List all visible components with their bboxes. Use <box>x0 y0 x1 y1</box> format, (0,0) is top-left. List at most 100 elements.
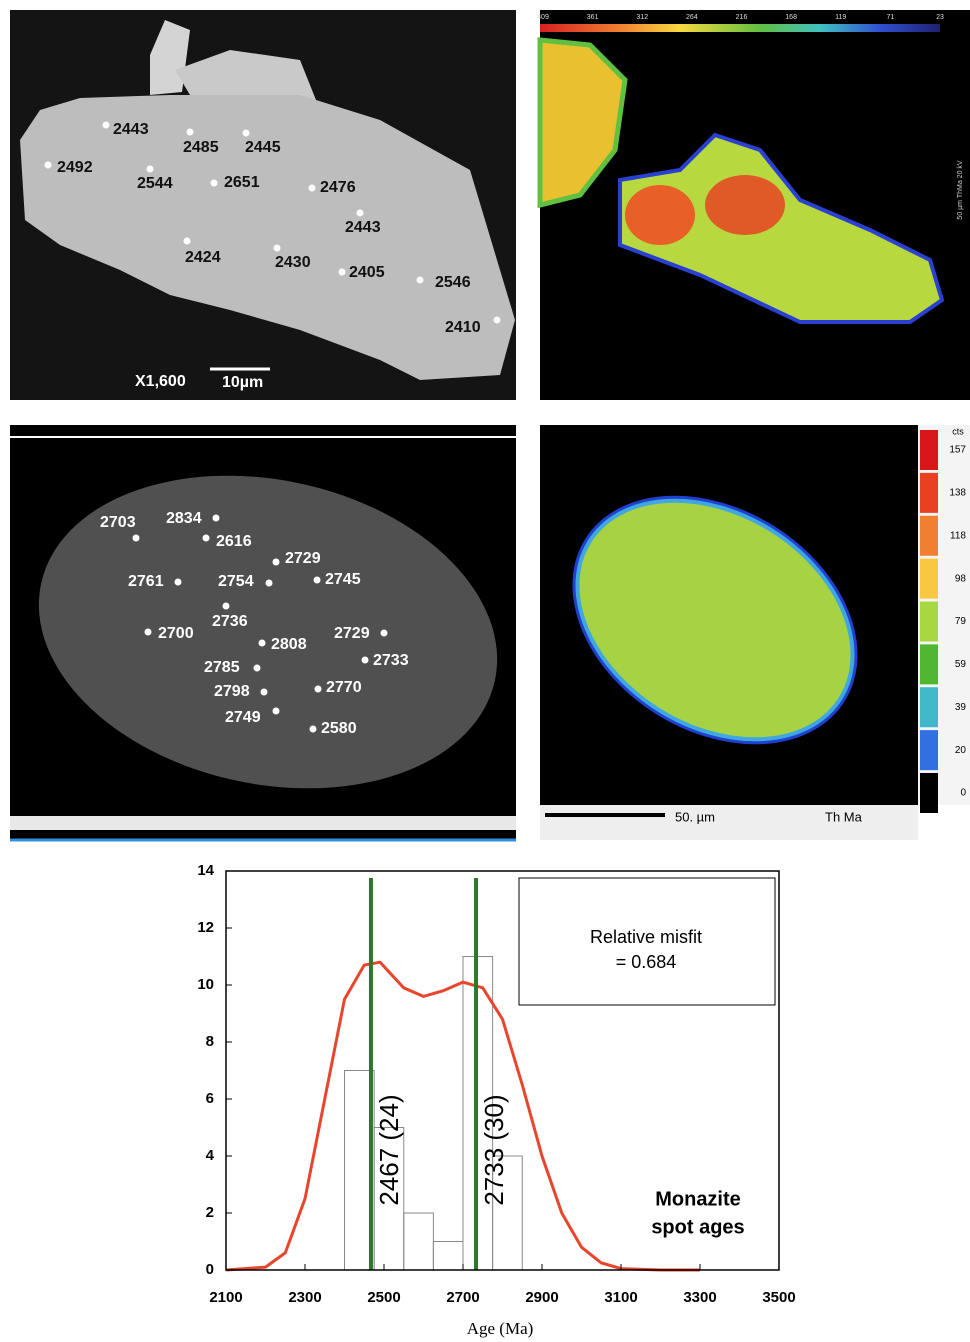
spot-age: 2729 <box>334 625 370 642</box>
spot <box>103 122 110 129</box>
spot-age: 2733 <box>373 652 409 669</box>
magnification: X1,600 <box>135 373 186 390</box>
colorbar <box>540 24 940 32</box>
spot-age: 2703 <box>100 514 136 531</box>
spot-age: 2729 <box>285 550 321 567</box>
colorbar-label: 118 <box>950 530 966 541</box>
peak-label: 2733 (30) <box>479 1094 509 1205</box>
x-tick-label: 2100 <box>209 1289 242 1306</box>
spot-age: 2443 <box>113 121 149 138</box>
colorbar-swatch <box>920 602 938 642</box>
spot <box>273 708 280 715</box>
y-tick-label: 6 <box>206 1090 214 1107</box>
spot <box>314 577 321 584</box>
spot-age: 2492 <box>57 159 93 176</box>
y-tick-label: 12 <box>197 919 214 936</box>
y-tick-label: 10 <box>197 976 214 993</box>
bar <box>404 1213 434 1270</box>
spot <box>211 180 218 187</box>
colorbar-label: 79 <box>955 616 967 627</box>
colorbar-swatch <box>920 473 938 513</box>
spot <box>243 130 250 137</box>
spot <box>45 162 52 169</box>
colorbar-label: 39 <box>955 702 967 713</box>
y-tick-label: 4 <box>206 1147 215 1164</box>
colorbar-swatch <box>920 773 938 813</box>
spot-age: 2405 <box>349 264 385 281</box>
spot <box>357 210 364 217</box>
note: Monazite <box>655 1188 741 1210</box>
spot-age: 2616 <box>216 533 252 550</box>
spot <box>187 129 194 136</box>
scale-label: 10µm <box>222 374 263 391</box>
x-tick-label: 3100 <box>604 1289 637 1306</box>
status-bar <box>10 816 516 830</box>
peak-label: 2467 (24) <box>374 1094 404 1205</box>
spot-age: 2808 <box>271 636 307 653</box>
spot <box>381 630 388 637</box>
y-tick-label: 0 <box>206 1261 214 1278</box>
spot <box>133 535 140 542</box>
spot <box>254 665 261 672</box>
spot-age: 2430 <box>275 254 311 271</box>
spot <box>417 277 424 284</box>
colorbar-label: 23 <box>936 14 944 21</box>
spot <box>315 686 322 693</box>
map-hot <box>625 185 695 245</box>
spot <box>309 185 316 192</box>
spot <box>266 580 273 587</box>
x-tick-label: 2900 <box>525 1289 558 1306</box>
colorbar-label: 20 <box>955 745 967 756</box>
colorbar-label: 119 <box>835 14 846 21</box>
colorbar-label: 157 <box>949 445 966 456</box>
spot-age: 2834 <box>166 510 202 527</box>
spot-age: 2749 <box>225 709 261 726</box>
bar <box>433 1242 463 1271</box>
side-label: 50 µm ThMa 20 kV <box>957 160 964 219</box>
spot <box>274 245 281 252</box>
colorbar-swatch <box>920 559 938 599</box>
spot-age: 2546 <box>435 274 471 291</box>
spot-age: 2424 <box>185 249 221 266</box>
x-axis-label: Age (Ma) <box>467 1319 534 1338</box>
spot <box>310 726 317 733</box>
spot-age: 2798 <box>214 683 250 700</box>
spot-age: 2544 <box>137 175 173 192</box>
colorbar-label: 216 <box>736 14 748 21</box>
element-label: Th Ma <box>825 809 863 824</box>
spot-age: 2736 <box>212 613 248 630</box>
y-tick-label: 2 <box>206 1204 214 1221</box>
annotation: = 0.684 <box>616 952 677 972</box>
spot <box>223 603 230 610</box>
colorbar-label: 409 <box>537 14 549 21</box>
x-tick-label: 2700 <box>446 1289 479 1306</box>
colorbar-title: cts <box>952 426 964 436</box>
x-tick-label: 2300 <box>288 1289 321 1306</box>
figure: 2443248524452492254426512476244324242430… <box>0 0 970 1342</box>
spot <box>273 559 280 566</box>
spot <box>362 657 369 664</box>
spot-age: 2754 <box>218 573 254 590</box>
y-tick-label: 14 <box>197 862 214 879</box>
spot-age: 2445 <box>245 139 281 156</box>
colorbar-label: 71 <box>886 14 894 21</box>
colorbar-swatch <box>920 687 938 727</box>
colorbar-swatch <box>920 730 938 770</box>
note: spot ages <box>651 1216 744 1238</box>
spot <box>261 689 268 696</box>
spot-age: 2761 <box>128 573 164 590</box>
x-tick-label: 2500 <box>367 1289 400 1306</box>
colorbar-label: 0 <box>960 788 966 799</box>
x-tick-label: 3300 <box>683 1289 716 1306</box>
x-tick-label: 3500 <box>762 1289 795 1306</box>
colorbar-label: 168 <box>785 14 797 21</box>
spot <box>259 640 266 647</box>
spot-age: 2785 <box>204 659 240 676</box>
spot-age: 2485 <box>183 139 219 156</box>
colorbar-label: 98 <box>955 573 967 584</box>
spot <box>203 535 210 542</box>
annotation: Relative misfit <box>590 927 702 947</box>
colorbar-label: 361 <box>587 14 599 21</box>
spot <box>339 269 346 276</box>
spot <box>147 166 154 173</box>
